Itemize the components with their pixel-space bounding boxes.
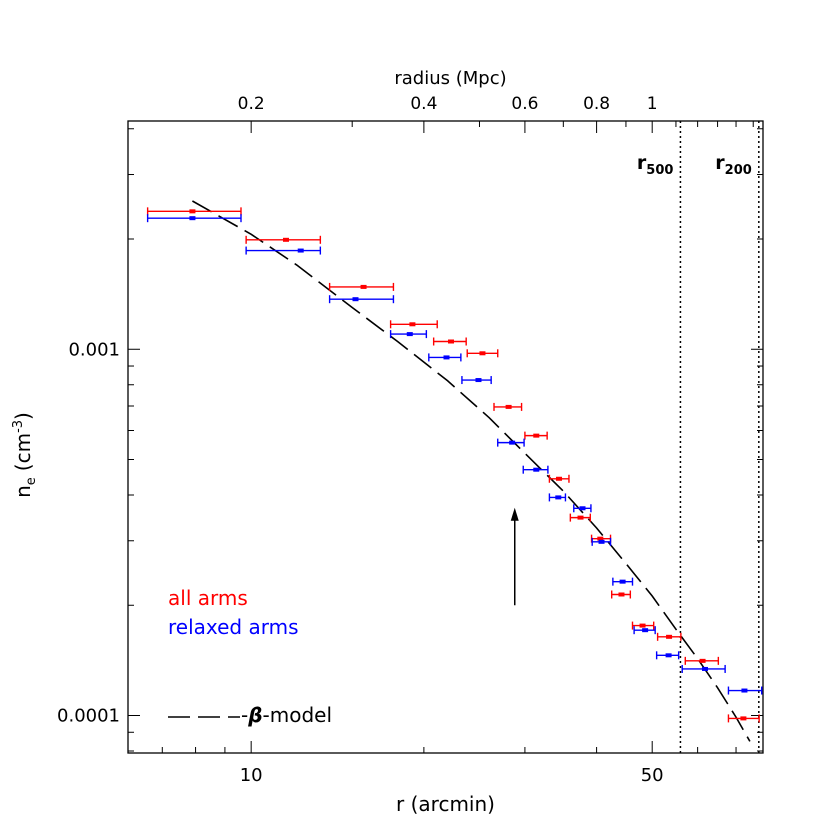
data-point	[493, 402, 523, 411]
data-marker	[479, 351, 486, 356]
data-point	[146, 214, 242, 223]
y-tick-label: 0.001	[68, 339, 120, 360]
data-marker	[406, 332, 413, 337]
data-marker	[189, 209, 196, 214]
x-axis-title: r (arcmin)	[396, 792, 495, 816]
data-point	[655, 651, 680, 660]
data-marker	[505, 404, 512, 409]
y-axis-unit: (cm	[11, 433, 35, 471]
data-point	[389, 320, 438, 329]
data-point	[497, 438, 525, 447]
y-tick-label: 0.0001	[57, 706, 120, 727]
data-marker	[699, 658, 706, 663]
data-marker	[409, 322, 416, 327]
data-point	[245, 246, 322, 255]
data-marker	[556, 476, 563, 481]
vline-label-r: r	[637, 152, 647, 174]
data-point	[328, 295, 395, 304]
top-tick-label: 1	[647, 94, 658, 114]
data-marker	[666, 634, 673, 639]
data-point	[573, 504, 592, 513]
data-marker	[579, 506, 586, 511]
top-tick-label: 0.4	[410, 94, 437, 114]
data-point	[633, 626, 656, 635]
legend-model-label: -β-model	[241, 703, 332, 727]
data-point	[522, 465, 549, 474]
data-marker	[509, 440, 516, 445]
data-marker	[360, 284, 367, 289]
arrow-head	[510, 507, 519, 521]
data-marker	[555, 495, 562, 500]
vline-label-500: r500	[637, 152, 674, 178]
top-tick-label: 0.2	[238, 94, 265, 114]
data-point	[611, 590, 632, 599]
legend-model-dash: -	[241, 703, 248, 727]
data-marker	[533, 467, 540, 472]
data-point	[245, 235, 322, 244]
data-point	[328, 282, 395, 291]
vline-label-r: r	[715, 152, 725, 174]
data-point	[681, 664, 726, 673]
top-tick-label: 0.6	[511, 94, 538, 114]
data-point	[656, 632, 682, 641]
top-tick-label: 0.8	[583, 94, 610, 114]
data-point	[466, 349, 499, 358]
data-point	[569, 513, 591, 522]
plot-frame	[127, 120, 764, 754]
beta-model-curve	[192, 200, 751, 742]
data-marker	[352, 297, 359, 302]
data-point	[548, 474, 570, 483]
data-point	[524, 431, 548, 440]
data-point	[432, 337, 467, 346]
vline-label-sub: 200	[725, 163, 752, 178]
data-point	[146, 207, 242, 216]
data-marker	[639, 623, 646, 628]
data-marker	[533, 433, 540, 438]
data-point	[727, 714, 760, 723]
data-marker	[443, 355, 450, 360]
data-marker	[642, 628, 649, 633]
y-axis-title: ne (cm-3)	[11, 412, 39, 498]
top-axis-title: radius (Mpc)	[394, 68, 506, 89]
x-tick-label: 10	[240, 765, 263, 786]
legend-model-beta: β	[247, 703, 262, 727]
data-point	[631, 621, 655, 630]
data-point	[389, 330, 428, 339]
data-point	[612, 577, 634, 586]
data-point	[684, 656, 720, 665]
data-marker	[597, 536, 604, 541]
vline-label-200: r200	[715, 152, 752, 178]
data-marker	[297, 248, 304, 253]
data-marker	[665, 653, 672, 658]
y-axis-symbol: n	[11, 485, 35, 498]
series-relaxed-arms	[146, 214, 763, 695]
data-point	[591, 537, 612, 546]
data-marker	[741, 688, 748, 693]
data-marker	[448, 339, 455, 344]
data-marker	[577, 515, 584, 520]
data-marker	[618, 592, 625, 597]
data-marker	[701, 666, 708, 671]
data-marker	[740, 716, 747, 721]
data-point	[548, 493, 567, 502]
y-axis-subscript: e	[24, 477, 39, 485]
data-point	[727, 686, 763, 695]
legend-all-arms: all arms	[168, 586, 248, 610]
data-marker	[282, 237, 289, 242]
x-tick-label: 50	[641, 765, 664, 786]
data-marker	[189, 216, 196, 221]
legend-relaxed-arms: relaxed arms	[168, 615, 299, 639]
data-point	[428, 353, 462, 362]
data-marker	[619, 579, 626, 584]
y-axis-unit-close: )	[11, 412, 35, 420]
vline-label-sub: 500	[646, 163, 673, 178]
y-axis-unit-exponent: -3	[11, 420, 26, 433]
data-point	[461, 376, 492, 385]
data-marker	[475, 378, 482, 383]
series-all-arms	[146, 207, 760, 723]
data-marker	[598, 539, 605, 544]
legend-model-text: -model	[263, 703, 333, 727]
